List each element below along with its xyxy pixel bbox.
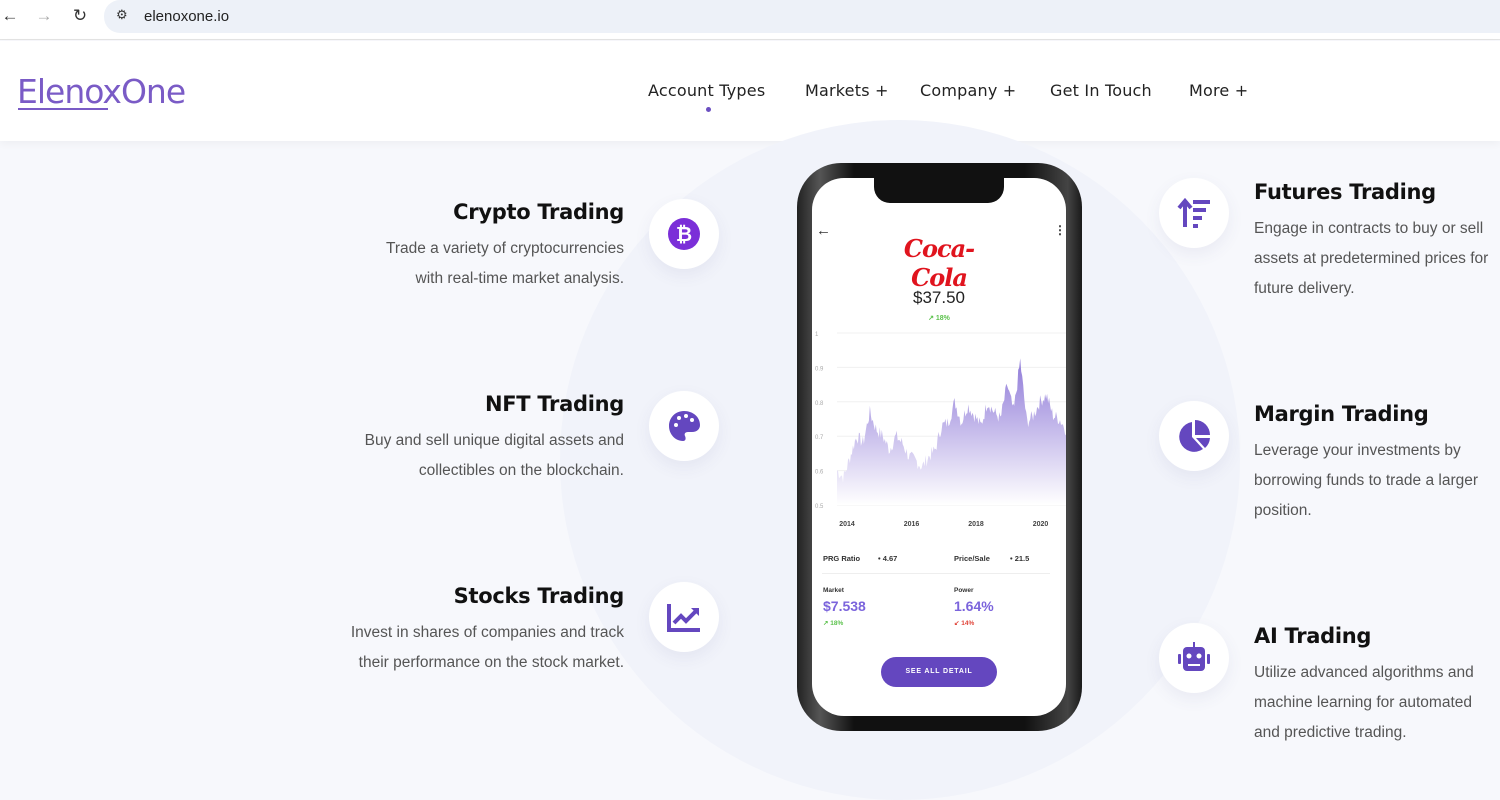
market-value: $7.538 <box>823 598 866 614</box>
feature-desc: Trade a variety of cryptocurrencies with… <box>385 240 624 287</box>
price-change: ↗ 18% <box>928 315 950 322</box>
feature-ai: AI Trading Utilize advanced algorithms a… <box>1254 624 1489 748</box>
price-sale-value: • 21.5 <box>1010 554 1030 563</box>
nft-icon-circle <box>649 391 719 461</box>
stocks-icon-circle <box>649 582 719 652</box>
phone-mockup: ← ⋮ Coca-Cola $37.50 ↗ 18% 1 0.9 0.8 0.7 0.6… <box>797 163 1082 731</box>
x-tick-label: 2018 <box>968 521 984 528</box>
phone-screen: ← ⋮ Coca-Cola $37.50 ↗ 18% 1 0.9 0.8 0.7 0.6… <box>812 178 1066 716</box>
bitcoin-icon: ₿ <box>668 218 700 250</box>
see-all-detail-button[interactable]: SEE ALL DETAIL <box>881 657 997 687</box>
feature-title: AI Trading <box>1254 624 1372 648</box>
y-tick-label: 0.5 <box>815 504 824 510</box>
pie-chart-icon <box>1179 420 1210 452</box>
url-text[interactable]: elenoxone.io <box>144 8 230 25</box>
x-tick-label: 2014 <box>839 521 855 528</box>
crypto-icon-circle: ₿ <box>649 199 719 269</box>
y-tick-label: 0.9 <box>815 366 824 372</box>
tune-icon[interactable]: ⚙ <box>116 7 128 22</box>
feature-title: NFT Trading <box>484 392 624 416</box>
market-change: ↗ 18% <box>823 620 844 627</box>
x-tick-label: 2016 <box>904 521 920 528</box>
palette-icon <box>669 411 700 441</box>
feature-desc: Utilize advanced algorithms and machine … <box>1254 664 1474 741</box>
feature-margin: Margin Trading Leverage your investments… <box>1254 402 1499 526</box>
y-tick-label: 0.6 <box>815 470 824 476</box>
sort-amount-up-icon <box>1177 197 1210 228</box>
logo-underline <box>18 108 108 110</box>
browser-toolbar: ← → ↻ ⚙ elenoxone.io <box>0 0 1500 40</box>
nav-company[interactable]: Company + <box>920 81 1017 100</box>
phone-notch <box>874 178 1004 203</box>
y-tick-label: 1 <box>815 332 819 338</box>
nav-account-types[interactable]: Account Types <box>648 81 766 100</box>
feature-crypto: Crypto Trading Trade a variety of crypto… <box>324 200 624 294</box>
price-sale-label: Price/Sale <box>954 554 990 563</box>
address-bar[interactable]: ⚙ elenoxone.io <box>104 0 1500 33</box>
reload-icon[interactable]: ↻ <box>72 6 88 25</box>
prg-label: PRG Ratio <box>823 554 861 563</box>
chart-line-icon <box>667 604 700 632</box>
feature-desc: Engage in contracts to buy or sell asset… <box>1254 220 1489 297</box>
area-series <box>837 358 1066 505</box>
nav-markets[interactable]: Markets + <box>805 81 889 100</box>
power-label: Power <box>954 587 974 594</box>
arrow-left-icon[interactable]: ← <box>1 6 19 25</box>
feature-stocks: Stocks Trading Invest in shares of compa… <box>334 584 624 678</box>
feature-title: Futures Trading <box>1254 180 1436 204</box>
price-area-chart: 1 0.9 0.8 0.7 0.6 0.5 2014 2016 2018 2020 <box>815 332 1066 528</box>
feature-title: Stocks Trading <box>453 584 625 608</box>
divider <box>822 573 1050 574</box>
more-vertical-icon: ⋮ <box>1054 223 1066 237</box>
x-tick-label: 2020 <box>1033 521 1049 528</box>
margin-icon-circle <box>1159 401 1229 471</box>
feature-futures: Futures Trading Engage in contracts to b… <box>1254 180 1499 304</box>
coca-cola-logo: Coca-Cola <box>903 234 975 292</box>
power-value: 1.64% <box>954 598 994 614</box>
futures-icon-circle <box>1159 178 1229 248</box>
logo[interactable]: ElenoxOne <box>17 72 186 111</box>
feature-desc: Leverage your investments by borrowing f… <box>1254 442 1479 519</box>
feature-title: Margin Trading <box>1254 402 1429 426</box>
active-indicator <box>706 107 711 112</box>
arrow-left-icon: ← <box>816 222 831 239</box>
feature-desc: Invest in shares of companies and track … <box>350 624 624 671</box>
feature-nft: NFT Trading Buy and sell unique digital … <box>324 392 625 486</box>
robot-icon <box>1178 642 1210 671</box>
feature-desc: Buy and sell unique digital assets and c… <box>364 432 624 479</box>
svg-text:₿: ₿ <box>676 222 692 246</box>
nav-get-in-touch[interactable]: Get In Touch <box>1050 81 1152 100</box>
y-tick-label: 0.8 <box>815 401 824 407</box>
stock-price: $37.50 <box>913 288 965 307</box>
arrow-right-icon[interactable]: → <box>35 6 53 25</box>
nav-more[interactable]: More + <box>1189 81 1249 100</box>
market-label: Market <box>823 587 844 594</box>
feature-title: Crypto Trading <box>453 200 624 224</box>
site-header: ElenoxOne Account Types Markets + Compan… <box>0 41 1500 141</box>
y-tick-label: 0.7 <box>815 435 824 441</box>
ai-icon-circle <box>1159 623 1229 693</box>
power-change: ↙ 14% <box>954 620 975 627</box>
prg-value: • 4.67 <box>878 554 898 563</box>
